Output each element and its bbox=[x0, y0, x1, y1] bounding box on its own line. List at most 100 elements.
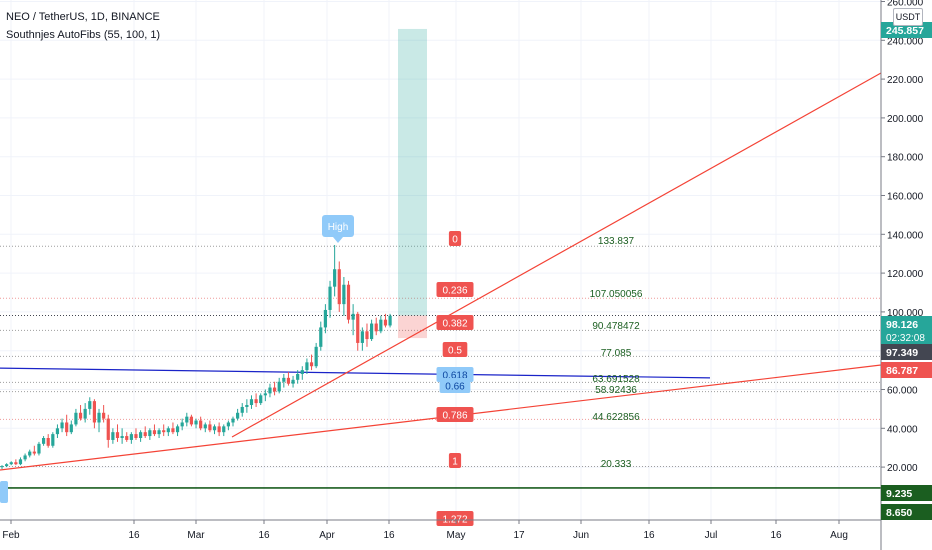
candle-body bbox=[194, 420, 198, 425]
candle-body bbox=[51, 434, 55, 446]
candle-body bbox=[309, 362, 314, 367]
y-tick-label: 40.000 bbox=[887, 424, 918, 435]
candle-body bbox=[106, 418, 110, 440]
high-marker: High bbox=[0, 215, 354, 503]
candle-body bbox=[60, 422, 64, 429]
fib-value-label: 63.691528 bbox=[592, 374, 640, 385]
candle-body bbox=[222, 426, 226, 433]
candle-body bbox=[180, 422, 184, 427]
candle-body bbox=[240, 406, 244, 413]
fib-value-label: 107.050056 bbox=[590, 289, 643, 300]
candle-body bbox=[120, 436, 124, 438]
price-tag-countdown: 02:32:08 bbox=[886, 333, 925, 344]
fib-ratio-badge bbox=[439, 378, 471, 393]
candle-body bbox=[282, 377, 286, 382]
x-tick-label: Jul bbox=[705, 530, 718, 541]
candle-body bbox=[388, 315, 392, 326]
candle-body bbox=[360, 331, 364, 343]
candle-body bbox=[379, 319, 383, 332]
candle-body bbox=[14, 462, 18, 465]
candle-body bbox=[65, 422, 69, 433]
candle-body bbox=[162, 430, 166, 433]
candle-body bbox=[28, 451, 32, 456]
candle-body bbox=[263, 393, 267, 396]
candle-body bbox=[129, 434, 133, 440]
candle-body bbox=[203, 424, 207, 429]
candle-body bbox=[212, 426, 217, 431]
candle-body bbox=[319, 327, 323, 347]
candle-body bbox=[5, 464, 9, 467]
candle-body bbox=[78, 412, 83, 419]
candle-body bbox=[32, 451, 36, 454]
price-tag-label: 245.857 bbox=[886, 25, 924, 37]
candle-body bbox=[323, 309, 327, 328]
candle-body bbox=[189, 416, 194, 425]
candle-body bbox=[143, 432, 147, 437]
candlesticks bbox=[0, 244, 392, 470]
candle-body bbox=[333, 269, 337, 287]
fib-ratio-badge bbox=[448, 453, 462, 468]
candle-body bbox=[226, 422, 230, 427]
candle-body bbox=[74, 412, 78, 425]
fib-ratio-label: 1 bbox=[452, 457, 458, 468]
price-tags: 245.857 98.126 02:32:08 97.349 86.787 9.235 8.… bbox=[881, 22, 932, 520]
y-tick-label: 200.000 bbox=[887, 114, 924, 125]
fib-level-lines bbox=[0, 245, 881, 467]
y-tick-label: 240.000 bbox=[887, 36, 924, 47]
candle-body bbox=[92, 401, 96, 423]
candle-body bbox=[370, 323, 374, 340]
high-tag-label: High bbox=[328, 222, 349, 233]
price-tag-label: 97.349 bbox=[886, 347, 918, 359]
price-tag-box bbox=[881, 22, 932, 38]
candle-body bbox=[277, 381, 281, 392]
candle-body bbox=[337, 269, 341, 305]
price-tag-label: 98.126 bbox=[886, 319, 918, 331]
candle-body bbox=[249, 399, 254, 406]
fib-ratio-label: 0.236 bbox=[442, 286, 467, 297]
price-tag-label: 86.787 bbox=[886, 365, 918, 377]
candle-body bbox=[199, 420, 203, 429]
candle-body bbox=[217, 426, 221, 433]
candle-body bbox=[259, 395, 263, 404]
candle-body bbox=[55, 428, 60, 435]
candle-body bbox=[231, 418, 235, 423]
chart-grid bbox=[0, 0, 881, 520]
candle-body bbox=[69, 424, 73, 433]
candle-body bbox=[272, 387, 277, 392]
price-tag-box bbox=[881, 485, 932, 501]
fib-value-label: 90.478472 bbox=[592, 321, 640, 332]
fib-level-labels: 0 133.837 0.236 107.050056 0.382 90.478472 0.5… bbox=[436, 231, 643, 526]
price-tag-box bbox=[881, 344, 932, 360]
price-tag-label: 8.650 bbox=[886, 507, 912, 519]
unit-label[interactable]: USDT bbox=[893, 8, 923, 26]
fib-value-label: 44.622856 bbox=[592, 412, 640, 423]
y-tick-label: 60.000 bbox=[887, 386, 918, 397]
y-tick-label: 100.000 bbox=[887, 308, 924, 319]
indicator-title[interactable]: Southnjes AutoFibs (55, 100, 1) bbox=[6, 29, 161, 41]
x-tick-label: Jun bbox=[573, 530, 589, 541]
y-tick-label: 20.000 bbox=[887, 463, 918, 474]
y-tick-label: 140.000 bbox=[887, 230, 924, 241]
x-tick-label: 16 bbox=[643, 530, 655, 541]
fib-ratio-label: 0.786 bbox=[442, 411, 467, 422]
blue-trendline bbox=[0, 367, 711, 379]
fib-ratio-label: 0.66 bbox=[445, 382, 465, 393]
candle-body bbox=[254, 399, 258, 404]
price-tag-box bbox=[881, 362, 932, 378]
x-tick-label: 16 bbox=[770, 530, 782, 541]
fib-ratio-badge bbox=[448, 231, 462, 246]
candle-body bbox=[356, 313, 360, 343]
candle-body bbox=[365, 331, 369, 340]
symbol-title[interactable]: NEO / TetherUS, 1D, BINANCE bbox=[6, 11, 160, 23]
x-tick-label: 17 bbox=[513, 530, 525, 541]
x-tick-label: 16 bbox=[383, 530, 395, 541]
fib-value-label: 133.837 bbox=[598, 236, 635, 247]
y-tick-label: 180.000 bbox=[887, 153, 924, 164]
candle-body bbox=[374, 323, 378, 332]
candle-body bbox=[296, 373, 300, 380]
trendlines bbox=[0, 72, 882, 489]
y-tick-label: 120.000 bbox=[887, 269, 924, 280]
candle-body bbox=[175, 426, 180, 433]
